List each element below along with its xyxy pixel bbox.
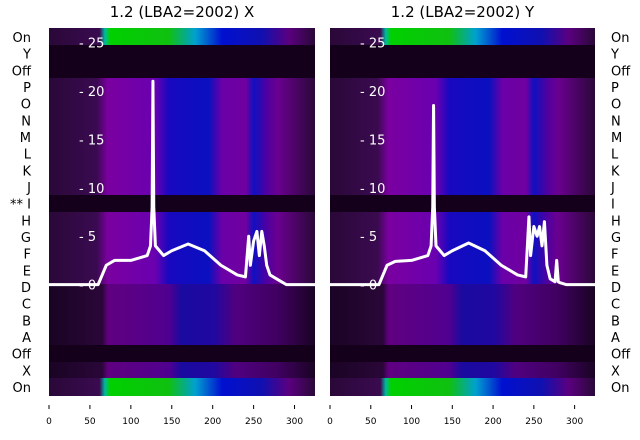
row-label: K [611,164,620,179]
series-line-Y [330,103,595,287]
y-tick-label: - 20 [360,85,385,100]
row-label: C [611,298,620,313]
row-label: P [611,81,619,96]
row-label: I [611,198,615,213]
y-tick-label: - 5 [79,230,96,245]
row-label: E [23,264,31,279]
y-tick-label: - 15 [360,133,385,148]
row-label: B [22,314,31,329]
row-label: On [13,381,31,396]
heatmap-band [49,378,315,396]
row-label: L [611,148,619,163]
row-label: N [21,114,31,129]
row-label: O [21,98,31,113]
heatmap-band [330,195,595,212]
row-label: Off [611,64,631,79]
row-label: On [611,31,629,46]
heatmap-band [49,362,315,378]
x-tick-label: 200 [484,417,501,427]
row-label: D [611,281,621,296]
x-tick-label: 100 [122,417,139,427]
row-label: G [21,231,31,246]
x-tick-label: 150 [163,417,180,427]
row-label: G [611,231,621,246]
row-label: K [22,164,31,179]
x-tick-label: 150 [444,417,461,427]
row-label: C [22,298,31,313]
row-label: P [23,81,31,96]
heatmap-band [330,45,595,78]
x-tick-label: 100 [403,417,420,427]
x-tick-label: 50 [84,417,96,427]
row-label: F [611,248,618,263]
row-label: M [20,131,31,146]
row-label: Y [610,48,619,63]
y-tick-label: - 10 [360,182,385,197]
heatmap-band [49,284,315,345]
x-tick-label: 300 [286,417,303,427]
row-label: ** I [10,198,31,213]
heatmap-band [330,28,595,45]
y-tick-label: - 25 [79,37,104,52]
y-tick-label: - 5 [360,230,377,245]
row-label: Off [611,348,631,363]
heatmap-band [330,284,595,345]
heatmap-band [330,378,595,396]
row-label: B [611,314,620,329]
row-label: E [611,264,619,279]
heatmap-band [49,195,315,212]
heatmap-band [330,212,595,284]
row-label: H [21,214,31,229]
panel-2: 1.2 (LBA2=2002) YOnYOffPONMLKJIHGFEDCBAO… [327,3,631,427]
x-tick-label: 0 [46,417,52,427]
heatmap-band [49,345,315,362]
row-label: X [22,364,31,379]
x-tick-label: 300 [566,417,583,427]
x-tick-label: 0 [327,417,333,427]
heatmap-band [330,345,595,362]
row-label: H [611,214,621,229]
x-tick-label: 50 [365,417,377,427]
x-tick-label: 200 [204,417,221,427]
row-label: On [13,31,31,46]
row-label: J [610,181,615,196]
x-tick-label: 250 [245,417,262,427]
row-label: N [611,114,621,129]
chart-title: 1.2 (LBA2=2002) X [110,3,255,21]
heatmap-band [330,362,595,378]
row-label: X [611,364,620,379]
row-label: J [26,181,31,196]
y-tick-label: - 10 [79,182,104,197]
heatmap-band [330,78,595,195]
y-tick-label: - 20 [79,85,104,100]
row-label: On [611,381,629,396]
y-tick-label: - 25 [360,37,385,52]
row-label: O [611,98,621,113]
row-label: A [22,331,31,346]
row-label: A [611,331,620,346]
x-tick-label: 250 [525,417,542,427]
chart-title: 1.2 (LBA2=2002) Y [391,3,535,21]
row-label: F [24,248,31,263]
y-tick-label: - 15 [79,133,104,148]
heatmap-band [49,78,315,195]
row-label: D [21,281,31,296]
row-label: M [611,131,622,146]
series-line-X [49,79,315,287]
row-label: L [24,148,32,163]
heatmap-band [49,28,315,45]
row-label: Off [12,64,32,79]
row-label: Y [22,48,31,63]
heatmap-band [49,45,315,78]
row-label: Off [12,348,32,363]
